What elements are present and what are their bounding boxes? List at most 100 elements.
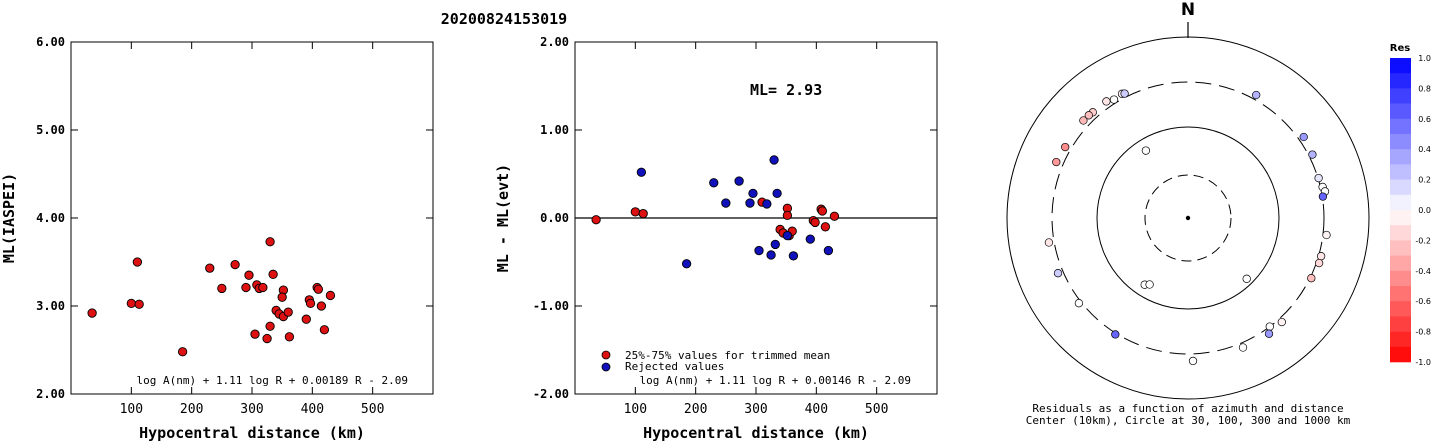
colorbar-cell <box>1390 240 1411 256</box>
rejected-point <box>721 198 731 208</box>
colorbar-tick-label: -0.8 <box>1415 328 1431 337</box>
x-tick-label: 500 <box>865 402 888 417</box>
colorbar-tick-label: -0.6 <box>1415 297 1431 306</box>
rejected-point <box>823 245 834 256</box>
data-point <box>241 282 251 293</box>
figure-title: 20200824153019 <box>441 10 567 28</box>
station-point <box>1053 269 1063 278</box>
colorbar-cell <box>1390 346 1411 363</box>
y-tick-label: 1.00 <box>540 123 569 137</box>
x-axis-label: Hypocentral distance (km) <box>139 424 365 441</box>
rejected-point <box>734 176 744 186</box>
colorbar-cell <box>1390 164 1411 180</box>
station-point <box>1299 132 1308 142</box>
data-point <box>301 314 311 324</box>
y-tick-label: 0.00 <box>540 211 569 225</box>
data-point <box>258 282 268 293</box>
x-tick-label: 300 <box>744 402 767 417</box>
colorbar-tick-label: 0.0 <box>1418 206 1431 215</box>
legend-marker-rejected <box>601 362 611 372</box>
y-tick-label: 3.00 <box>36 299 65 313</box>
y-axis-label: ML - ML(evt) <box>494 164 512 272</box>
data-point <box>325 290 336 301</box>
data-point <box>132 257 143 267</box>
data-point <box>262 333 272 344</box>
trimmed-point <box>820 222 831 232</box>
colorbar-tick-label: -0.2 <box>1415 236 1431 245</box>
x-tick-label: 400 <box>805 402 828 417</box>
colorbar-cell <box>1390 149 1411 165</box>
station-point <box>1242 274 1251 283</box>
trimmed-point <box>591 215 601 225</box>
colorbar-cell <box>1390 58 1411 74</box>
y-tick-label: 2.00 <box>540 35 569 49</box>
rejected-point <box>766 250 776 260</box>
data-points <box>87 237 336 357</box>
colorbar-cell <box>1390 301 1411 317</box>
data-point <box>87 308 97 318</box>
y-tick-label: -1.00 <box>533 299 569 313</box>
data-point <box>217 283 227 294</box>
colorbar-tick-label: -1.0 <box>1415 358 1431 367</box>
x-tick-label: 500 <box>361 402 384 417</box>
caption-line-1: Residuals as a function of azimuth and d… <box>1032 402 1343 415</box>
data-point <box>134 299 144 309</box>
station-point <box>1188 356 1198 366</box>
colorbar-cell <box>1390 225 1411 241</box>
y-tick-label: -2.00 <box>533 387 569 401</box>
y-tick-label: 5.00 <box>36 123 65 137</box>
data-point <box>283 307 293 317</box>
colorbar-cell <box>1390 88 1411 104</box>
y-axis-ticks: 2.00 3.00 4.00 5.00 6.00 <box>36 35 433 401</box>
colorbar-ticks: 1.0 0.8 0.6 0.4 0.2 0.0 -0.2 -0.4 -0.6 -0.8 -1.0 <box>1415 54 1431 367</box>
x-tick-label: 200 <box>180 402 203 417</box>
colorbar-tick-label: 0.6 <box>1418 115 1431 124</box>
magnitude-formula: log A(nm) + 1.11 log R + 0.00189 R - 2.0… <box>136 374 408 387</box>
station-point <box>1061 142 1070 152</box>
x-tick-label: 400 <box>301 402 324 417</box>
center-dot <box>1185 215 1191 221</box>
station-point <box>1318 192 1328 201</box>
circle-300km <box>1051 81 1325 355</box>
data-points <box>591 155 840 269</box>
station-point <box>1307 274 1316 283</box>
rejected-point <box>636 167 647 177</box>
trimmed-point <box>829 211 840 221</box>
legend-label-trimmed: 25%-75% values for trimmed mean <box>625 349 830 362</box>
colorbar-cell <box>1390 255 1411 272</box>
station-point <box>1141 146 1151 155</box>
data-point <box>316 301 327 311</box>
y-tick-label: 6.00 <box>36 35 65 49</box>
rejected-point <box>769 155 779 165</box>
ml-value-label: ML= 2.93 <box>750 81 822 99</box>
station-point <box>1314 173 1323 183</box>
rejected-point <box>805 234 815 244</box>
station-point <box>1074 299 1084 308</box>
colorbar-cell <box>1390 270 1411 287</box>
outer-circle-1000km <box>1006 36 1370 400</box>
colorbar-tick-label: 0.2 <box>1418 176 1431 185</box>
colorbar-cell <box>1390 134 1411 150</box>
data-point <box>265 237 275 247</box>
data-point <box>268 269 278 279</box>
legend-marker-trimmed <box>601 350 611 360</box>
trimmed-point <box>817 206 828 216</box>
rejected-point <box>709 178 719 188</box>
x-tick-label: 100 <box>120 402 143 417</box>
x-tick-label: 300 <box>240 402 263 417</box>
rejected-point <box>788 251 799 261</box>
rejected-point <box>782 230 793 241</box>
data-point <box>205 263 215 273</box>
colorbar-cell <box>1390 286 1411 302</box>
circle-30km <box>1144 174 1232 262</box>
colorbar-cell <box>1390 210 1411 226</box>
rejected-point <box>770 239 780 250</box>
rejected-point <box>754 245 764 256</box>
x-axis-ticks: 100 200 300 400 500 <box>120 42 384 417</box>
colorbar-cell <box>1390 194 1411 211</box>
rejected-point <box>745 198 755 208</box>
circle-100km <box>1096 126 1280 310</box>
station-point <box>1111 330 1120 339</box>
data-point <box>244 270 254 280</box>
